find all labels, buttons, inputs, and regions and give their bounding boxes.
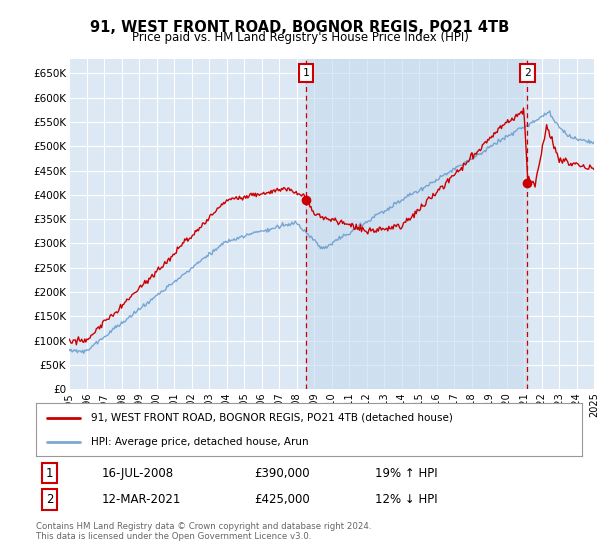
Text: 16-JUL-2008: 16-JUL-2008 [101, 466, 173, 480]
Text: 2: 2 [46, 493, 53, 506]
Text: HPI: Average price, detached house, Arun: HPI: Average price, detached house, Arun [91, 437, 308, 447]
Text: 91, WEST FRONT ROAD, BOGNOR REGIS, PO21 4TB (detached house): 91, WEST FRONT ROAD, BOGNOR REGIS, PO21 … [91, 413, 452, 423]
Text: 1: 1 [46, 466, 53, 480]
Text: £390,000: £390,000 [254, 466, 310, 480]
Text: Contains HM Land Registry data © Crown copyright and database right 2024.
This d: Contains HM Land Registry data © Crown c… [36, 522, 371, 542]
Text: 19% ↑ HPI: 19% ↑ HPI [374, 466, 437, 480]
Text: 12% ↓ HPI: 12% ↓ HPI [374, 493, 437, 506]
Text: 1: 1 [302, 68, 310, 78]
Text: 12-MAR-2021: 12-MAR-2021 [101, 493, 181, 506]
Text: Price paid vs. HM Land Registry's House Price Index (HPI): Price paid vs. HM Land Registry's House … [131, 31, 469, 44]
Text: £425,000: £425,000 [254, 493, 310, 506]
Text: 91, WEST FRONT ROAD, BOGNOR REGIS, PO21 4TB: 91, WEST FRONT ROAD, BOGNOR REGIS, PO21 … [91, 20, 509, 35]
Bar [306, 59, 527, 389]
Text: 2: 2 [524, 68, 531, 78]
